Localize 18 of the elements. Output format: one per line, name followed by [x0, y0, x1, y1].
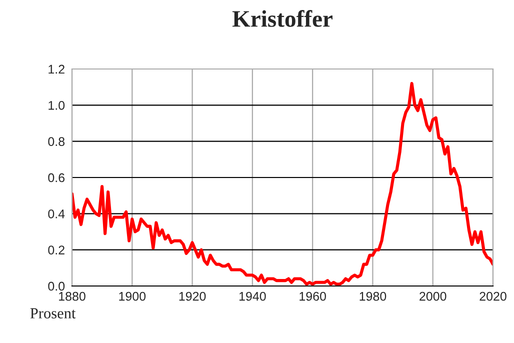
y-tick-label: 0.6 — [48, 173, 65, 182]
x-tick-label: 1900 — [119, 292, 146, 301]
x-tick-label: 1940 — [239, 292, 266, 301]
x-tick-label: 1980 — [360, 292, 386, 301]
chart-title: Kristoffer — [232, 10, 332, 27]
y-tick-label: 0.0 — [48, 282, 65, 291]
x-tick-label: 1880 — [59, 292, 86, 301]
y-tick-label: 0.2 — [48, 246, 64, 254]
y-tick-label: 1.2 — [48, 64, 64, 74]
y-tick-label: 0.8 — [48, 137, 65, 146]
x-tick-label: 1960 — [300, 292, 326, 301]
y-tick-label: 0.4 — [48, 209, 65, 218]
y-axis-title: Prosent — [30, 308, 76, 318]
x-tick-label: 1920 — [179, 292, 206, 301]
x-tick-label: 2020 — [480, 292, 506, 301]
line-series — [72, 82, 493, 286]
x-tick-label: 2000 — [420, 292, 446, 301]
y-tick-label: 1.0 — [48, 100, 65, 110]
